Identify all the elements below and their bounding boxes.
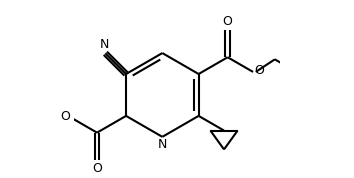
Text: O: O (92, 162, 102, 175)
Text: N: N (99, 38, 109, 51)
Text: O: O (223, 15, 233, 28)
Text: O: O (61, 110, 70, 124)
Text: N: N (158, 138, 167, 151)
Text: O: O (254, 64, 264, 77)
